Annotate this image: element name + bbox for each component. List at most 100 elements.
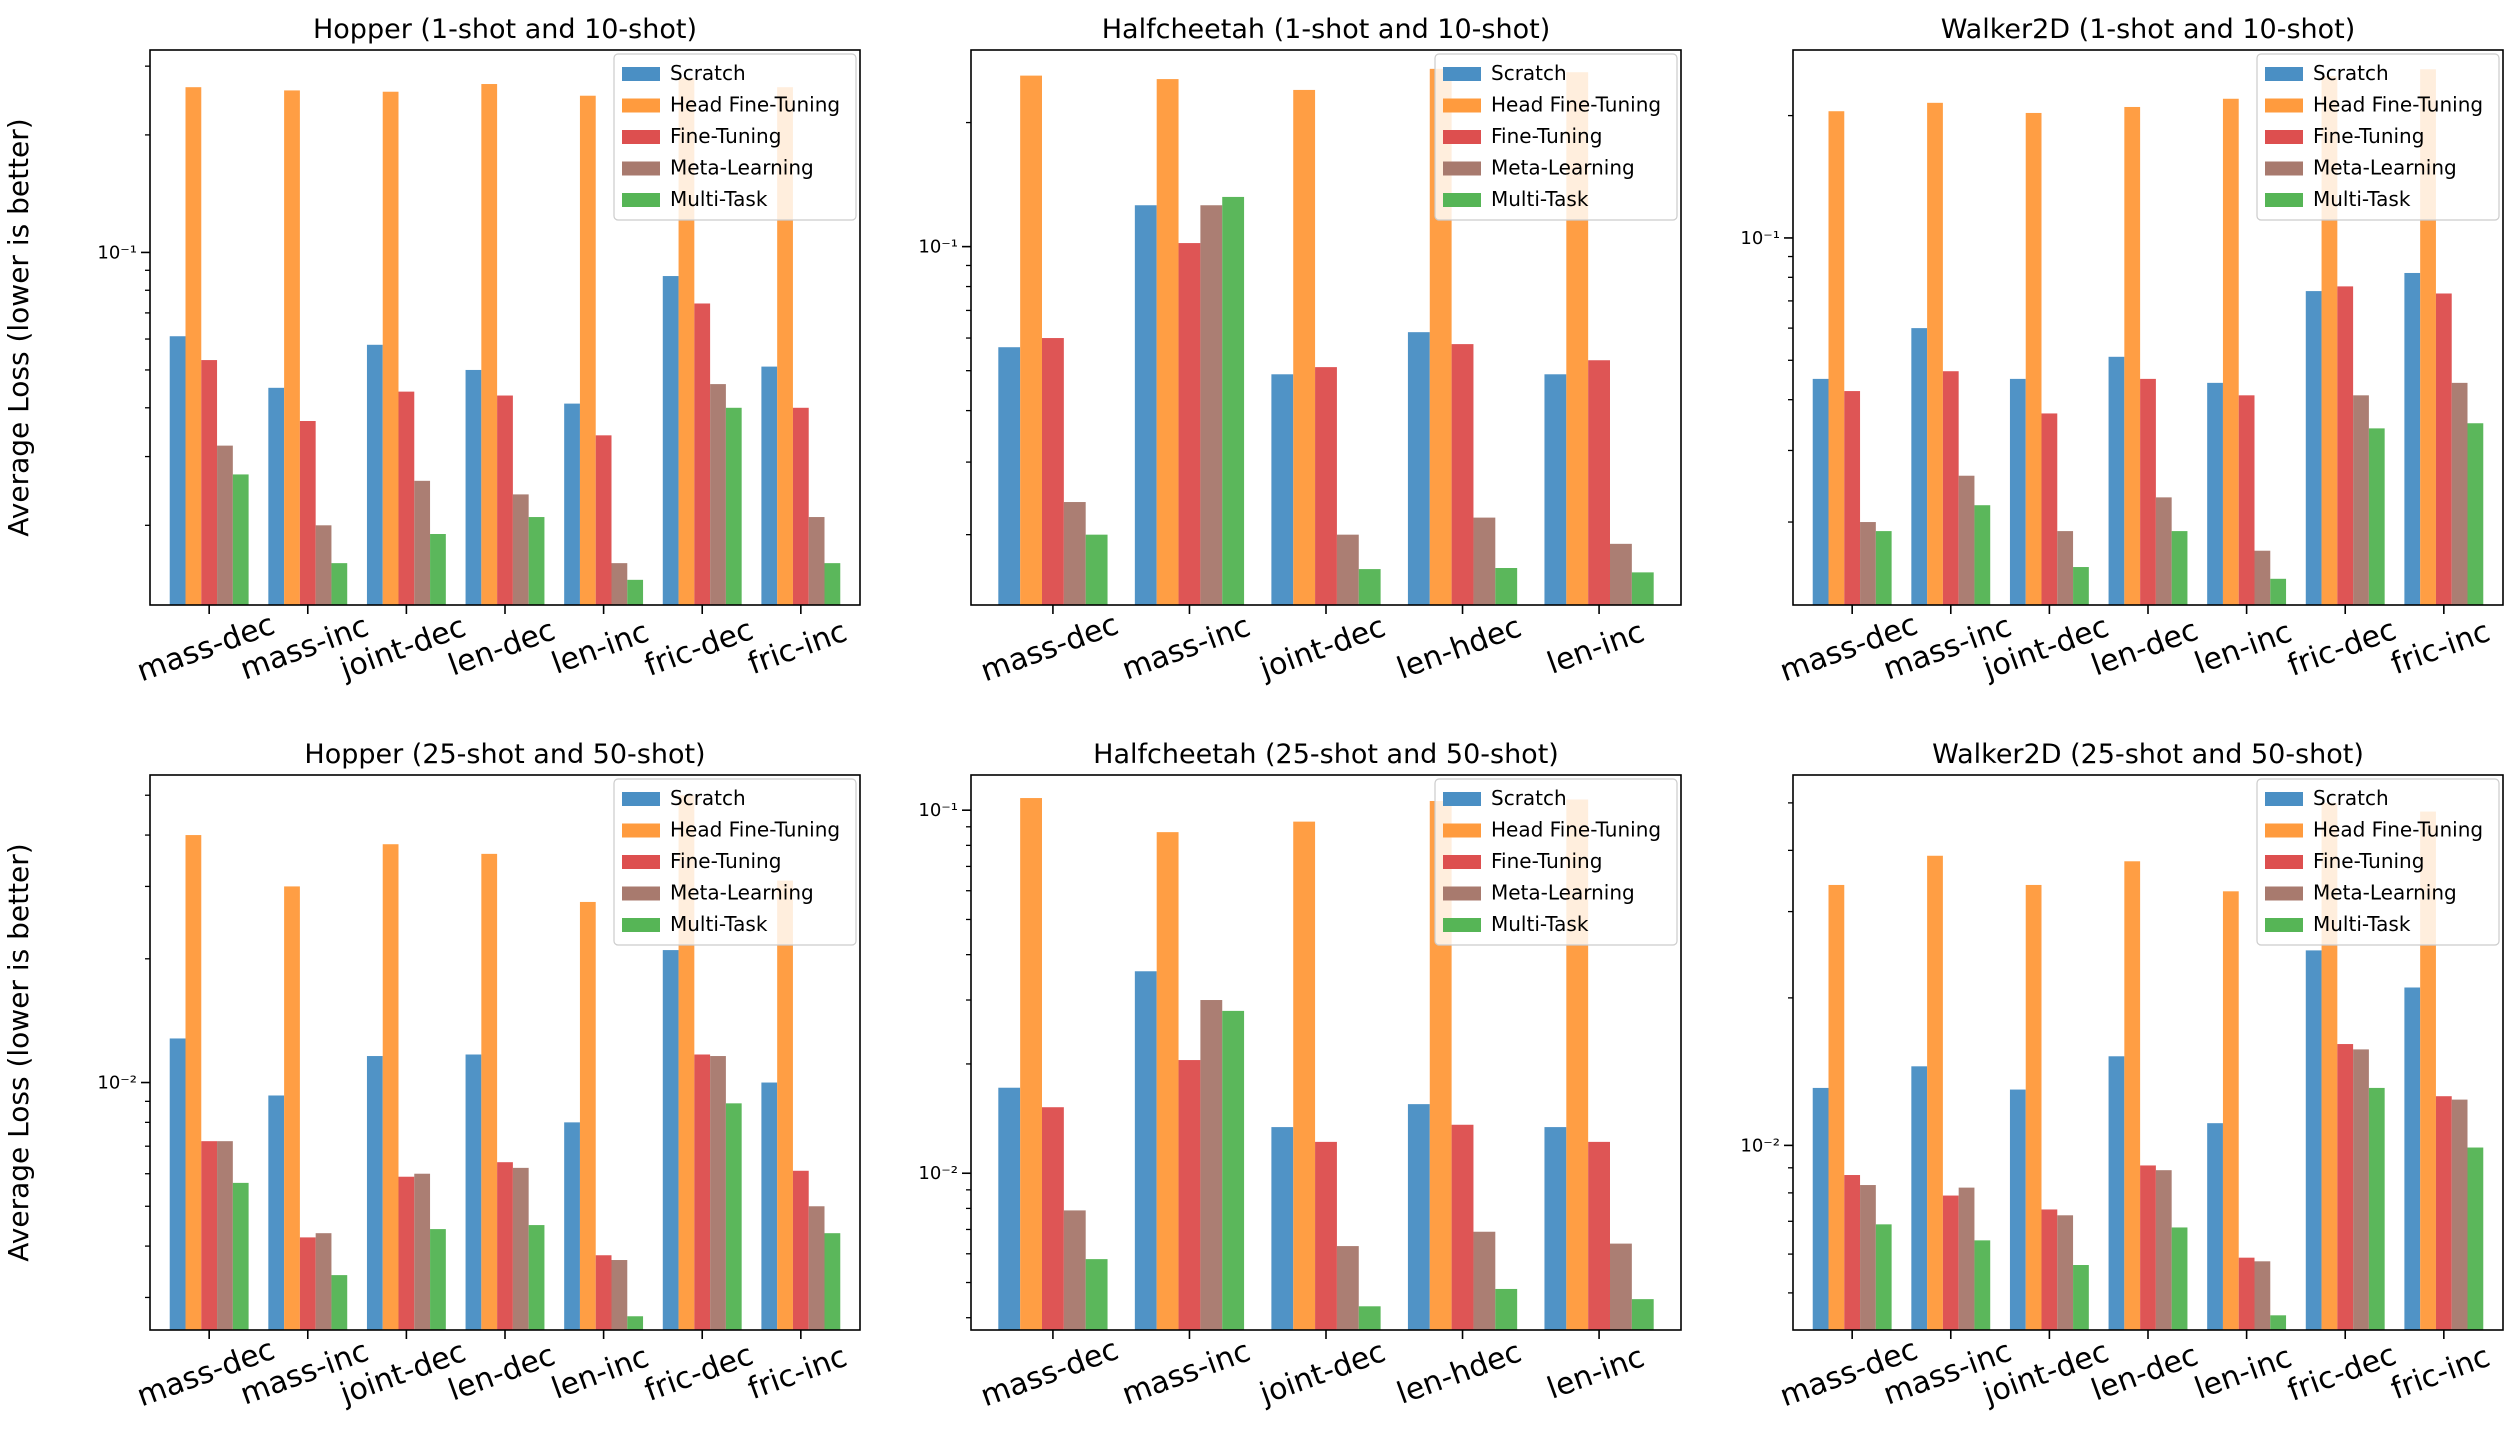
bar-joint-dec-head-fine-tuning (2025, 112, 2042, 606)
bar-mass-dec-multi-task (1085, 534, 1108, 605)
legend-swatch (622, 855, 660, 869)
bar-len-inc-multi-task (627, 579, 644, 605)
bar-fric-inc-scratch (2404, 987, 2421, 1330)
bar-len-inc-head-fine-tuning (2222, 98, 2239, 606)
bar-len-inc-scratch (564, 403, 580, 605)
series-scratch (998, 205, 1567, 605)
subplot-title: Walker2D (25-shot and 50-shot) (1932, 739, 2364, 770)
x-tick-label: fric-dec (640, 612, 758, 683)
bar-mass-inc-scratch (268, 1095, 285, 1330)
legend-swatch (1443, 886, 1481, 901)
y-axis-label: Average Loss (lower is better) (2, 118, 35, 536)
bar-fric-dec-fine-tuning (2337, 286, 2354, 605)
legend-swatch (2265, 161, 2303, 176)
bar-fric-dec-fine-tuning (694, 1054, 711, 1330)
series-multi-task (1085, 196, 1654, 605)
bar-len-dec-fine-tuning (497, 1162, 513, 1330)
bar-fric-inc-meta-learning (2451, 1099, 2468, 1330)
legend-swatch (2265, 98, 2303, 113)
series-multi-task (1875, 1087, 2484, 1330)
legend-entry: Scratch (2313, 61, 2389, 85)
legend-swatch (622, 193, 660, 207)
bar-mass-dec-head-fine-tuning (1828, 111, 1845, 605)
bar-mass-inc-scratch (268, 387, 285, 605)
bar-len-inc-head-fine-tuning (579, 95, 596, 605)
bar-len-inc-fine-tuning (2238, 395, 2255, 605)
x-tick-label: joint-dec (1254, 1334, 1390, 1412)
legend-entry: Meta-Learning (2313, 881, 2457, 905)
bar-joint-dec-multi-task (430, 1229, 446, 1330)
y-minor-ticks (966, 121, 971, 536)
bar-mass-dec-head-fine-tuning (1020, 798, 1042, 1330)
bar-len-hdec-meta-learning (1473, 1231, 1496, 1330)
bar-fric-inc-meta-learning (808, 517, 825, 605)
bar-mass-inc-meta-learning (1958, 1187, 1975, 1330)
bar-len-hdec-scratch (1407, 1104, 1430, 1330)
bar-mass-inc-scratch (1134, 971, 1157, 1330)
bar-joint-dec-scratch (2009, 378, 2026, 605)
x-tick-label: joint-dec (1254, 609, 1390, 687)
legend-entry: Meta-Learning (670, 881, 814, 905)
legend-entry: Scratch (2313, 786, 2389, 810)
bar-len-dec-multi-task (528, 1225, 545, 1330)
bar-mass-inc-fine-tuning (299, 1237, 316, 1330)
series-scratch (1812, 950, 2421, 1330)
bar-len-inc-multi-task (627, 1316, 644, 1330)
subplot-1: 10⁻¹mass-decmass-incjoint-declen-declen-… (2, 14, 861, 689)
bar-mass-inc-meta-learning (315, 525, 332, 605)
legend-swatch (1443, 161, 1481, 176)
bar-fric-dec-multi-task (2368, 1087, 2385, 1330)
series-scratch (1812, 272, 2421, 605)
bar-len-inc-fine-tuning (1588, 1141, 1610, 1330)
y-minor-ticks (1788, 802, 1793, 1294)
series-scratch (169, 276, 778, 605)
bar-fric-dec-meta-learning (710, 1056, 726, 1330)
bar-joint-dec-scratch (2009, 1089, 2026, 1330)
bar-joint-dec-multi-task (430, 534, 446, 605)
legend-entry: Fine-Tuning (670, 124, 781, 148)
x-tick-label: len-inc (547, 614, 653, 681)
legend-entry: Scratch (1491, 786, 1567, 810)
legend-swatch (2265, 130, 2303, 144)
legend-swatch (2265, 918, 2303, 932)
bar-joint-dec-fine-tuning (1315, 1141, 1337, 1330)
y-minor-ticks (145, 65, 150, 526)
bar-mass-dec-head-fine-tuning (1020, 75, 1042, 605)
bar-mass-inc-head-fine-tuning (1156, 79, 1179, 605)
bar-len-hdec-scratch (1407, 332, 1430, 605)
bar-mass-inc-multi-task (1974, 505, 1991, 605)
legend-entry: Meta-Learning (1491, 156, 1635, 180)
bar-mass-inc-multi-task (1222, 1010, 1245, 1330)
bar-mass-dec-multi-task (1875, 1224, 1892, 1330)
bar-fric-dec-scratch (2305, 950, 2322, 1330)
legend-swatch (1443, 855, 1481, 869)
x-tick-label: mass-dec (976, 1332, 1123, 1414)
bar-fric-dec-meta-learning (2353, 1049, 2369, 1330)
bar-len-inc-scratch (2207, 382, 2223, 605)
x-tick-label: fric-inc (743, 614, 851, 682)
legend-entry: Head Fine-Tuning (670, 818, 840, 842)
legend-entry: Scratch (670, 61, 746, 85)
bar-joint-dec-multi-task (1358, 569, 1381, 605)
bar-len-inc-meta-learning (1610, 543, 1632, 605)
x-tick-label: fric-inc (2386, 1339, 2494, 1407)
bar-joint-dec-meta-learning (414, 480, 431, 605)
legend-entry: Fine-Tuning (2313, 849, 2424, 873)
legend-entry: Multi-Task (670, 187, 768, 211)
series-meta-learning (1860, 382, 2468, 605)
bar-mass-dec-scratch (998, 347, 1021, 605)
bar-mass-inc-head-fine-tuning (1156, 832, 1179, 1330)
bar-joint-dec-meta-learning (414, 1173, 431, 1330)
legend-swatch (1443, 823, 1481, 838)
bar-len-dec-head-fine-tuning (2124, 106, 2141, 605)
bar-mass-inc-head-fine-tuning (1927, 855, 1943, 1330)
legend-entry: Multi-Task (2313, 187, 2411, 211)
bar-fric-dec-multi-task (2368, 428, 2385, 605)
bar-fric-inc-fine-tuning (2435, 293, 2452, 605)
bar-fric-inc-scratch (2404, 272, 2421, 605)
bar-len-inc-multi-task (1631, 572, 1654, 605)
legend-swatch (1443, 792, 1481, 806)
legend-swatch (622, 823, 660, 838)
bar-mass-inc-meta-learning (1958, 475, 1975, 605)
